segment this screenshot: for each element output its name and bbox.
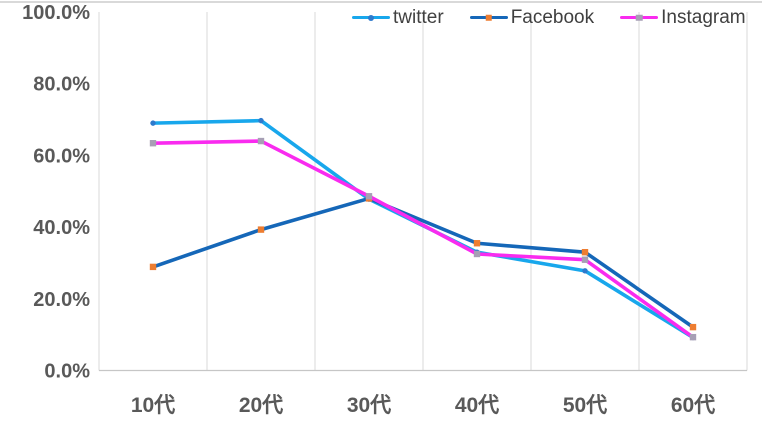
- legend-label: Instagram: [661, 7, 746, 28]
- legend-label: Facebook: [510, 7, 595, 28]
- y-axis-tick-label: 0.0%: [44, 361, 90, 383]
- x-axis-tick-label: 50代: [563, 394, 607, 417]
- data-point-twitter: [258, 117, 264, 124]
- series-line-facebook: [151, 196, 695, 329]
- x-axis-tick-label: 20代: [239, 394, 283, 417]
- data-point-facebook: [689, 323, 697, 331]
- y-axis-tick-label: 100.0%: [22, 2, 90, 24]
- legend-marker-icon: [368, 14, 374, 21]
- data-point-instagram: [365, 193, 373, 200]
- y-axis-tick-label: 60.0%: [33, 145, 90, 167]
- data-point-facebook: [473, 240, 481, 247]
- legend-line-swatch: [352, 14, 390, 21]
- data-point-twitter: [150, 120, 156, 126]
- data-point-instagram: [257, 137, 265, 145]
- legend-item-instagram: Instagram: [620, 7, 746, 28]
- y-axis-tick-label: 20.0%: [33, 289, 90, 311]
- legend-line-swatch: [620, 14, 659, 21]
- legend-marker-icon: [485, 14, 492, 21]
- data-point-facebook: [257, 226, 265, 233]
- x-axis-tick-label: 30代: [347, 394, 391, 417]
- x-axis-tick-label: 40代: [455, 394, 499, 417]
- y-axis-tick-label: 80.0%: [33, 74, 90, 96]
- x-axis-tick-label: 10代: [131, 394, 175, 417]
- data-point-facebook: [581, 248, 589, 256]
- data-point-instagram: [689, 333, 697, 341]
- chart-legend: twitter Facebook Instagram: [352, 8, 746, 27]
- legend-label: twitter: [393, 7, 444, 28]
- data-point-instagram: [149, 140, 157, 147]
- y-axis-tick-label: 40.0%: [33, 217, 90, 239]
- data-point-facebook: [149, 263, 157, 271]
- x-axis-tick-label: 60代: [671, 394, 715, 417]
- legend-item-facebook: Facebook: [469, 7, 595, 28]
- data-point-twitter: [582, 268, 588, 274]
- data-point-instagram: [581, 256, 589, 263]
- data-point-instagram: [473, 250, 481, 258]
- chart-top-border: [0, 1, 762, 3]
- series-line-instagram: [151, 139, 695, 339]
- legend-line-swatch: [469, 14, 508, 21]
- legend-item-twitter: twitter: [352, 8, 444, 27]
- legend-marker-icon: [635, 14, 643, 21]
